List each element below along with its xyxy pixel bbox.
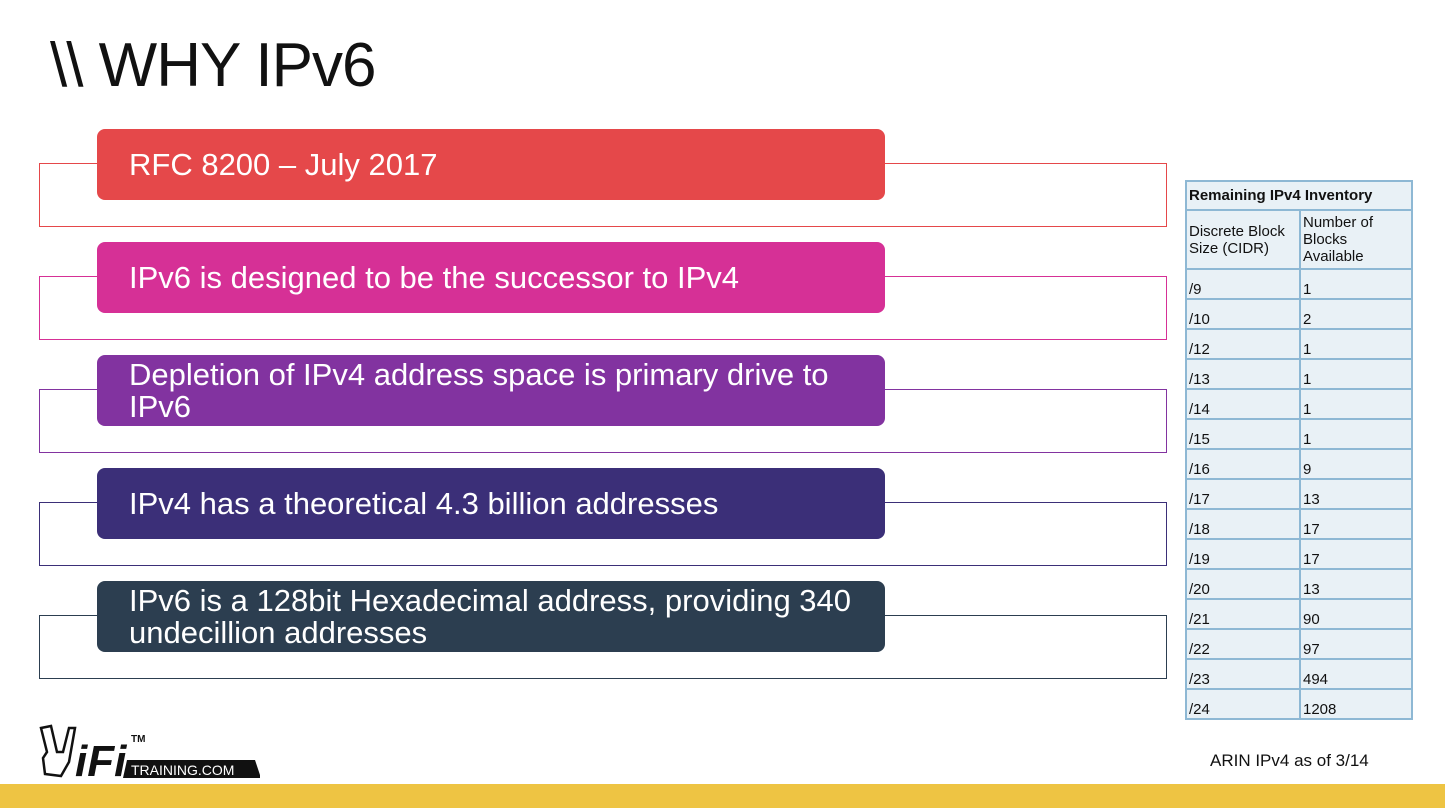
cidr-cell: /17 xyxy=(1185,478,1301,510)
cidr-cell: /14 xyxy=(1185,388,1301,420)
table-row: /19 17 xyxy=(1185,538,1413,570)
count-cell: 1208 xyxy=(1299,688,1413,720)
count-cell: 13 xyxy=(1299,478,1413,510)
footer-bar xyxy=(0,784,1445,808)
count-cell: 1 xyxy=(1299,418,1413,450)
cidr-cell: /9 xyxy=(1185,268,1301,300)
cidr-cell: /16 xyxy=(1185,448,1301,480)
bullet-item: RFC 8200 – July 2017 xyxy=(97,129,885,200)
count-cell: 494 xyxy=(1299,658,1413,690)
table-row: /22 97 xyxy=(1185,628,1413,660)
count-cell: 17 xyxy=(1299,538,1413,570)
cidr-cell: /23 xyxy=(1185,658,1301,690)
svg-text:iFi: iFi xyxy=(75,737,127,780)
table-row: /14 1 xyxy=(1185,388,1413,420)
cidr-cell: /15 xyxy=(1185,418,1301,450)
table-row: /23 494 xyxy=(1185,658,1413,690)
count-cell: 1 xyxy=(1299,358,1413,390)
cidr-cell: /24 xyxy=(1185,688,1301,720)
table-row: /24 1208 xyxy=(1185,688,1413,720)
count-cell: 90 xyxy=(1299,598,1413,630)
table-row: /15 1 xyxy=(1185,418,1413,450)
count-cell: 1 xyxy=(1299,328,1413,360)
table-row: /20 13 xyxy=(1185,568,1413,600)
table-row: /10 2 xyxy=(1185,298,1413,330)
count-cell: 9 xyxy=(1299,448,1413,480)
count-cell: 97 xyxy=(1299,628,1413,660)
column-header: Discrete Block Size (CIDR) xyxy=(1185,209,1301,270)
cidr-cell: /13 xyxy=(1185,358,1301,390)
slide-title: \\ WHY IPv6 xyxy=(50,31,376,100)
table-row: /21 90 xyxy=(1185,598,1413,630)
table-caption: ARIN IPv4 as of 3/14 xyxy=(1210,751,1369,770)
cidr-cell: /20 xyxy=(1185,568,1301,600)
count-cell: 1 xyxy=(1299,268,1413,300)
table-row: /18 17 xyxy=(1185,508,1413,540)
count-cell: 13 xyxy=(1299,568,1413,600)
column-header: Number of Blocks Available xyxy=(1299,209,1413,270)
cidr-cell: /10 xyxy=(1185,298,1301,330)
cidr-cell: /21 xyxy=(1185,598,1301,630)
table-row: /17 13 xyxy=(1185,478,1413,510)
cidr-cell: /22 xyxy=(1185,628,1301,660)
count-cell: 2 xyxy=(1299,298,1413,330)
table-row: /16 9 xyxy=(1185,448,1413,480)
bullet-item: IPv4 has a theoretical 4.3 billion addre… xyxy=(97,468,885,539)
cidr-cell: /12 xyxy=(1185,328,1301,360)
bullet-item: IPv6 is a 128bit Hexadecimal address, pr… xyxy=(97,581,885,652)
cidr-cell: /19 xyxy=(1185,538,1301,570)
table-row: /13 1 xyxy=(1185,358,1413,390)
table-title: Remaining IPv4 Inventory xyxy=(1185,180,1413,211)
cidr-cell: /18 xyxy=(1185,508,1301,540)
svg-text:TM: TM xyxy=(131,734,145,745)
ipv4-inventory-table: Remaining IPv4 Inventory Discrete Block … xyxy=(1185,180,1413,720)
table-row: /9 1 xyxy=(1185,268,1413,300)
wifi-training-logo: iFi TM TRAINING.COM xyxy=(39,724,260,780)
count-cell: 17 xyxy=(1299,508,1413,540)
bullet-item: IPv6 is designed to be the successor to … xyxy=(97,242,885,313)
bullet-item: Depletion of IPv4 address space is prima… xyxy=(97,355,885,426)
table-row: /12 1 xyxy=(1185,328,1413,360)
count-cell: 1 xyxy=(1299,388,1413,420)
svg-text:TRAINING.COM: TRAINING.COM xyxy=(131,762,234,778)
